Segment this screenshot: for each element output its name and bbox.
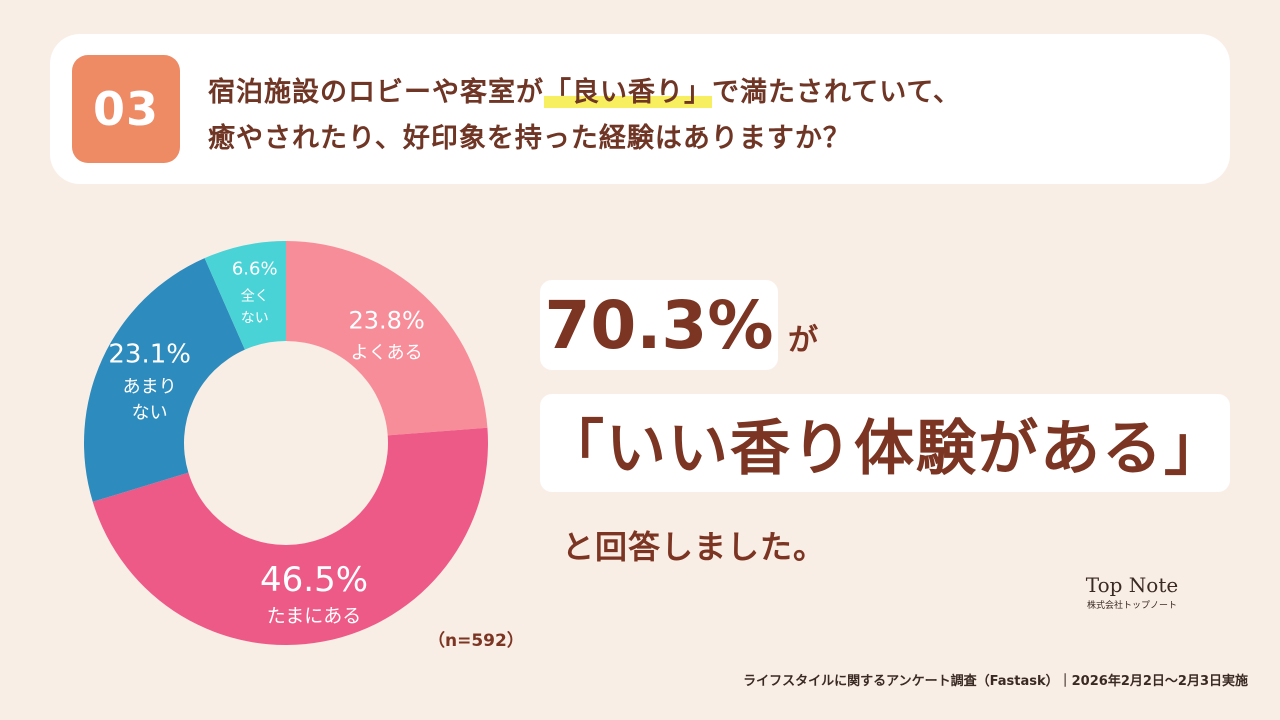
headline-percent: 70.3% bbox=[540, 280, 778, 370]
donut-category-label: あまり bbox=[123, 376, 177, 397]
donut-value-label: 46.5% bbox=[260, 560, 368, 600]
question-line-1-end: で満たされていて、 bbox=[712, 77, 962, 108]
question-line-1: 宿泊施設のロビーや客室が「良い香り」で満たされていて、 bbox=[208, 70, 961, 116]
question-line-1-start: 宿泊施設のロビーや客室が bbox=[208, 77, 544, 108]
logo-name: Top Note bbox=[1085, 573, 1179, 597]
donut-category-label: 全く bbox=[241, 287, 269, 304]
donut-category-label: よくある bbox=[351, 342, 423, 363]
donut-value-label: 6.6% bbox=[232, 258, 278, 279]
question-card: 03 宿泊施設のロビーや客室が「良い香り」で満たされていて、 癒やされたり、好印… bbox=[50, 34, 1230, 184]
question-number-badge: 03 bbox=[72, 55, 180, 163]
donut-label-sometimes: 46.5% たまにある bbox=[260, 560, 368, 627]
donut-category-label: たまにある bbox=[267, 605, 361, 627]
headline-quote: 「いい香り体験がある」 bbox=[540, 394, 1230, 492]
headline-tail: と回答しました。 bbox=[562, 528, 827, 566]
question-highlight: 「良い香り」 bbox=[544, 77, 712, 108]
donut-slice-often bbox=[286, 241, 488, 436]
donut-category-label: ない bbox=[132, 402, 168, 423]
donut-value-label: 23.1% bbox=[108, 339, 191, 369]
logo-subtitle: 株式会社トップノート bbox=[1086, 601, 1177, 611]
sample-size: （n=592） bbox=[428, 631, 524, 651]
donut-slice-never bbox=[204, 241, 286, 350]
question-text: 宿泊施設のロビーや客室が「良い香り」で満たされていて、 癒やされたり、好印象を持… bbox=[208, 70, 961, 162]
donut-slice-rarely bbox=[84, 258, 245, 502]
donut-slice-sometimes bbox=[92, 427, 488, 645]
survey-footer: ライフスタイルに関するアンケート調査（Fastask）｜2026年2月2日〜2月… bbox=[743, 674, 1248, 689]
donut-label-often: 23.8% よくある bbox=[349, 306, 425, 363]
donut-slices bbox=[84, 241, 488, 645]
headline-particle: が bbox=[788, 323, 818, 358]
company-logo: Top Note 株式会社トップノート bbox=[1084, 573, 1180, 611]
donut-category-label: ない bbox=[241, 310, 269, 326]
question-line-2: 癒やされたり、好印象を持った経験はありますか？ bbox=[208, 123, 851, 154]
donut-value-label: 23.8% bbox=[349, 306, 425, 334]
